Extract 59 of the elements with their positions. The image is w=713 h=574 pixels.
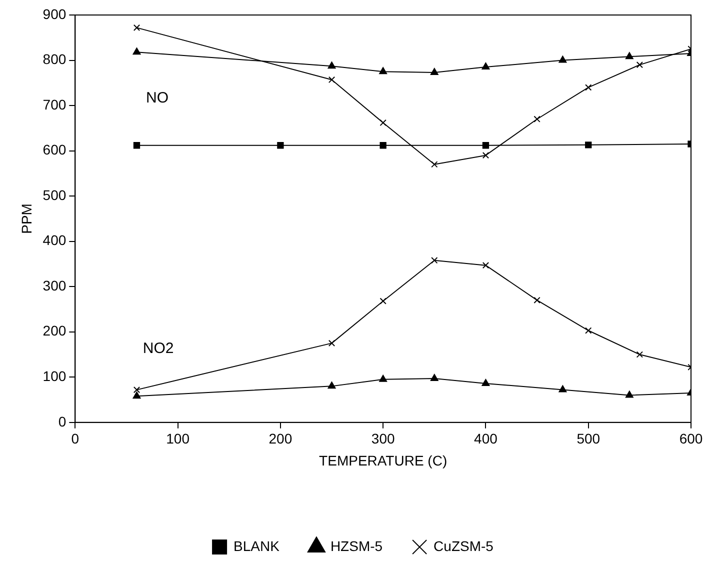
- x-tick-label: 600: [679, 430, 703, 447]
- point: [558, 385, 567, 392]
- x-tick-label: 0: [71, 430, 80, 447]
- point: [430, 374, 438, 381]
- point: [133, 24, 140, 32]
- y-tick-label: 600: [42, 142, 66, 158]
- annotation: NO: [146, 90, 168, 107]
- point: [482, 262, 490, 269]
- y-tick-label: 900: [42, 6, 66, 22]
- y-tick-label: 700: [42, 96, 66, 112]
- point: [380, 298, 386, 304]
- point: [482, 152, 490, 159]
- point: [534, 116, 540, 122]
- point: [132, 392, 141, 399]
- x-tick-label: 200: [268, 430, 292, 447]
- legend-label: BLANK: [234, 538, 280, 554]
- point: [431, 257, 438, 264]
- point: [585, 142, 592, 148]
- point: [328, 76, 336, 84]
- x-tick-label: 300: [371, 430, 395, 447]
- point: [379, 67, 388, 74]
- y-tick-label: 300: [42, 277, 66, 294]
- point: [277, 142, 284, 149]
- point: [482, 378, 490, 386]
- y-tick-label: 500: [42, 186, 66, 203]
- y-tick-label: 400: [42, 232, 66, 248]
- point: [430, 68, 438, 75]
- point: [585, 327, 592, 334]
- x-tick-label: 500: [576, 430, 600, 447]
- point: [328, 382, 336, 389]
- point: [380, 119, 386, 126]
- point: [636, 61, 644, 68]
- point: [585, 84, 592, 91]
- point: [431, 161, 438, 168]
- point: [133, 142, 140, 149]
- x-axis-title: TEMPERATURE (C): [319, 452, 448, 468]
- legend-label: CuZSM-5: [434, 538, 494, 554]
- x-tick-label: 100: [166, 430, 190, 447]
- legend-label: HZSM-5: [330, 538, 383, 554]
- y-tick-label: 0: [58, 413, 66, 430]
- point: [625, 390, 634, 398]
- point: [328, 340, 336, 347]
- point: [482, 62, 490, 70]
- point: [380, 142, 386, 149]
- point: [379, 374, 388, 382]
- point: [132, 48, 141, 55]
- y-tick-label: 100: [42, 368, 66, 384]
- point: [625, 52, 634, 60]
- point: [636, 351, 644, 358]
- y-axis-title: PPM: [18, 204, 34, 234]
- point: [328, 62, 336, 69]
- point: [482, 142, 490, 149]
- point: [534, 296, 540, 304]
- annotation: NO2: [142, 340, 174, 358]
- x-tick-label: 400: [474, 430, 498, 447]
- point: [133, 386, 140, 394]
- y-tick-label: 200: [42, 322, 66, 339]
- point: [558, 56, 567, 63]
- y-tick-label: 800: [42, 51, 66, 68]
